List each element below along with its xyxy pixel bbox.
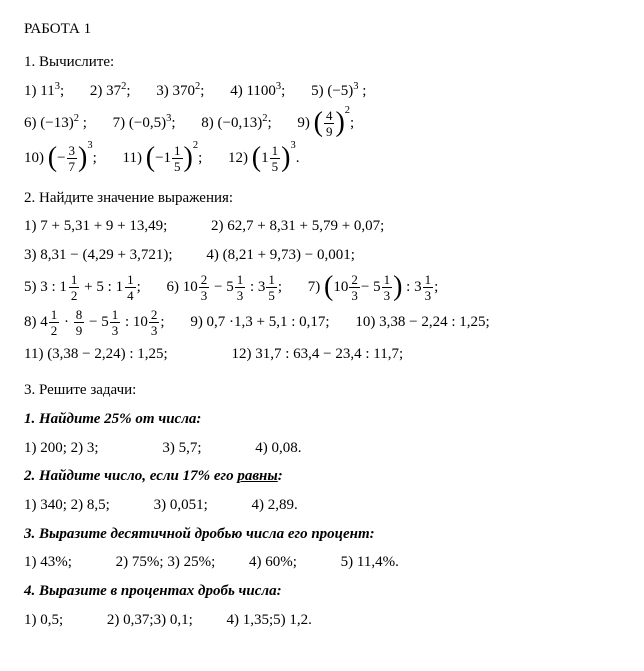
s2-i6: 6) 1023 − 513 : 315; xyxy=(166,273,282,302)
s1-i12: 12) (115)3. xyxy=(228,144,299,173)
t3-items: 1) 43%; 2) 75%; 3) 25%; 4) 60%; 5) 11,4%… xyxy=(24,551,620,574)
t1-items: 1) 200; 2) 3; 3) 5,7; 4) 0,08. xyxy=(24,436,620,459)
s1-i8: 8) (−0,13)2; xyxy=(201,111,271,135)
s1-i5: 5) (−5)3 ; xyxy=(311,79,366,103)
t2-a: 1) 340; 2) 8,5; xyxy=(24,494,110,517)
t3-a: 1) 43%; xyxy=(24,551,72,574)
s1-row1: 1) 113; 2) 372; 3) 3702; 4) 11003; 5) (−… xyxy=(24,79,620,103)
s2-row1: 1) 7 + 5,31 + 9 + 13,49; 2) 62,7 + 8,31 … xyxy=(24,215,620,238)
s1-head: 1. Вычислите: xyxy=(24,51,620,74)
s1-i2: 2) 372; xyxy=(90,79,131,103)
s1-i3: 3) 3702; xyxy=(156,79,204,103)
t1-b: 3) 5,7; xyxy=(162,437,201,460)
t2-items: 1) 340; 2) 8,5; 3) 0,051; 4) 2,89. xyxy=(24,494,620,517)
t2-b: 3) 0,051; xyxy=(154,494,208,517)
section-3: 3. Решите задачи: 1. Найдите 25% от числ… xyxy=(24,379,620,631)
s2-i7: 7) (1023 − 513) : 313; xyxy=(308,273,438,302)
t3-c: 4) 60%; xyxy=(249,551,297,574)
t3-b: 2) 75%; 3) 25%; xyxy=(116,551,216,574)
s2-r2b: 4) (8,21 + 9,73) − 0,001; xyxy=(206,244,355,267)
s1-i6: 6) (−13)2 ; xyxy=(24,111,87,135)
s1-i11: 11) (−115)2; xyxy=(123,144,203,173)
t4-a: 1) 0,5; xyxy=(24,609,63,632)
s2-i11: 11) (3,38 − 2,24) : 1,25; xyxy=(24,343,168,366)
s2-i10: 10) 3,38 − 2,24 : 1,25; xyxy=(355,311,489,334)
s1-i1: 1) 113; xyxy=(24,79,64,103)
s2-i8: 8) 412 · 89 − 513 : 1023; xyxy=(24,308,165,337)
t1-c: 4) 0,08. xyxy=(255,437,301,460)
s2-head: 2. Найдите значение выражения: xyxy=(24,187,620,210)
s2-row2: 3) 8,31 − (4,29 + 3,721); 4) (8,21 + 9,7… xyxy=(24,244,620,267)
t2-c: 4) 2,89. xyxy=(252,494,298,517)
section-2: 2. Найдите значение выражения: 1) 7 + 5,… xyxy=(24,187,620,366)
s2-r1a: 1) 7 + 5,31 + 9 + 13,49; xyxy=(24,215,167,238)
section-1: 1. Вычислите: 1) 113; 2) 372; 3) 3702; 4… xyxy=(24,51,620,173)
s2-i9: 9) 0,7 ·1,3 + 5,1 : 0,17; xyxy=(190,311,329,334)
s1-i7: 7) (−0,5)3; xyxy=(113,111,176,135)
s2-row5: 11) (3,38 − 2,24) : 1,25; 12) 31,7 : 63,… xyxy=(24,343,620,366)
page-title: РАБОТА 1 xyxy=(24,18,620,41)
s2-row3: 5) 3 : 112 + 5 : 114; 6) 1023 − 513 : 31… xyxy=(24,273,620,302)
s2-i5: 5) 3 : 112 + 5 : 114; xyxy=(24,273,141,302)
t1-head: 1. Найдите 25% от числа: xyxy=(24,408,620,431)
s2-r2a: 3) 8,31 − (4,29 + 3,721); xyxy=(24,244,173,267)
s1-i10: 10) (−37)3; xyxy=(24,144,97,173)
s3-head: 3. Решите задачи: xyxy=(24,379,620,402)
s1-row3: 10) (−37)3; 11) (−115)2; 12) (115)3. xyxy=(24,144,620,173)
s2-i12: 12) 31,7 : 63,4 − 23,4 : 11,7; xyxy=(231,343,403,366)
t1-a: 1) 200; 2) 3; xyxy=(24,437,99,460)
t2-head: 2. Найдите число, если 17% его равны: xyxy=(24,465,620,488)
s1-i4: 4) 11003; xyxy=(230,79,285,103)
t4-items: 1) 0,5; 2) 0,37;3) 0,1; 4) 1,35;5) 1,2. xyxy=(24,608,620,631)
t3-d: 5) 11,4%. xyxy=(341,551,399,574)
t4-c: 4) 1,35;5) 1,2. xyxy=(227,609,312,632)
t3-head: 3. Выразите десятичной дробью числа его … xyxy=(24,523,620,546)
s2-r1b: 2) 62,7 + 8,31 + 5,79 + 0,07; xyxy=(211,215,384,238)
s1-i9: 9) (49)2; xyxy=(297,109,354,138)
s2-row4: 8) 412 · 89 − 513 : 1023; 9) 0,7 ·1,3 + … xyxy=(24,308,620,337)
t4-b: 2) 0,37;3) 0,1; xyxy=(107,609,193,632)
s1-row2: 6) (−13)2 ; 7) (−0,5)3; 8) (−0,13)2; 9) … xyxy=(24,109,620,138)
t4-head: 4. Выразите в процентах дробь числа: xyxy=(24,580,620,603)
